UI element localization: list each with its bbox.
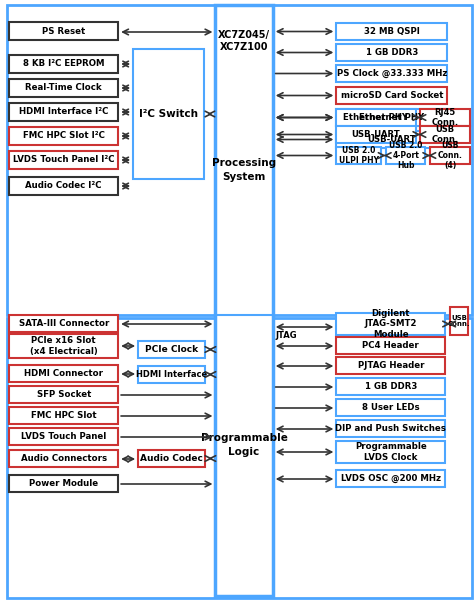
FancyBboxPatch shape — [9, 365, 118, 382]
FancyBboxPatch shape — [336, 126, 416, 143]
Text: Audio Codec I²C: Audio Codec I²C — [26, 181, 102, 191]
Text: PS Clock @33.333 MHz: PS Clock @33.333 MHz — [337, 69, 447, 78]
FancyBboxPatch shape — [9, 177, 118, 195]
FancyBboxPatch shape — [7, 5, 472, 315]
Text: XC7Z045/
XC7Z100: XC7Z045/ XC7Z100 — [218, 30, 270, 52]
FancyBboxPatch shape — [336, 131, 447, 148]
Text: HDMI Interface: HDMI Interface — [136, 370, 208, 379]
FancyBboxPatch shape — [336, 399, 445, 416]
Text: Ethernet PHY: Ethernet PHY — [343, 113, 408, 122]
Text: Digilent
JTAG-SMT2
Module: Digilent JTAG-SMT2 Module — [364, 309, 417, 339]
Text: Ethernet PHY: Ethernet PHY — [359, 113, 424, 122]
FancyBboxPatch shape — [420, 126, 470, 143]
FancyBboxPatch shape — [336, 109, 416, 126]
Text: Real-Time Clock: Real-Time Clock — [25, 83, 102, 92]
Text: SATA-III Connector: SATA-III Connector — [19, 319, 109, 328]
FancyBboxPatch shape — [430, 147, 470, 164]
Text: 8 KB I²C EEPROM: 8 KB I²C EEPROM — [23, 59, 104, 68]
FancyBboxPatch shape — [336, 147, 381, 164]
Text: USB
Conn.: USB Conn. — [432, 125, 459, 144]
Text: DIP and Push Switches: DIP and Push Switches — [335, 424, 446, 433]
Text: I²C Switch: I²C Switch — [139, 109, 198, 119]
Text: USB-UART: USB-UART — [367, 135, 416, 144]
FancyBboxPatch shape — [138, 341, 205, 358]
FancyBboxPatch shape — [9, 127, 118, 145]
Text: LVDS Touch Panel I²C: LVDS Touch Panel I²C — [13, 155, 114, 164]
FancyBboxPatch shape — [9, 386, 118, 403]
FancyBboxPatch shape — [336, 87, 447, 104]
Text: LVDS Touch Panel: LVDS Touch Panel — [21, 432, 106, 441]
FancyBboxPatch shape — [215, 5, 273, 596]
FancyBboxPatch shape — [138, 450, 205, 467]
FancyBboxPatch shape — [450, 307, 468, 335]
FancyBboxPatch shape — [336, 337, 445, 354]
FancyBboxPatch shape — [9, 428, 118, 445]
FancyBboxPatch shape — [138, 366, 205, 383]
Text: PC4 Header: PC4 Header — [362, 341, 419, 350]
FancyBboxPatch shape — [9, 407, 118, 424]
FancyBboxPatch shape — [133, 49, 204, 179]
Text: 1 GB DDR3: 1 GB DDR3 — [366, 48, 418, 57]
Text: SFP Socket: SFP Socket — [37, 390, 91, 399]
Text: USB-UART: USB-UART — [352, 130, 400, 139]
Text: Power Module: Power Module — [29, 479, 98, 488]
Text: 1 GB DDR3: 1 GB DDR3 — [365, 382, 417, 391]
FancyBboxPatch shape — [336, 441, 445, 463]
Text: LVDS OSC @200 MHz: LVDS OSC @200 MHz — [341, 474, 441, 483]
FancyBboxPatch shape — [9, 475, 118, 492]
FancyBboxPatch shape — [9, 103, 118, 121]
Text: PJTAG Header: PJTAG Header — [358, 361, 424, 370]
FancyBboxPatch shape — [9, 79, 118, 97]
FancyBboxPatch shape — [420, 109, 470, 126]
Text: HDMI Connector: HDMI Connector — [24, 369, 103, 378]
FancyBboxPatch shape — [336, 470, 445, 487]
Text: Processing
System: Processing System — [212, 158, 276, 182]
Text: microSD Card Socket: microSD Card Socket — [341, 91, 443, 100]
Text: PS Reset: PS Reset — [42, 26, 86, 35]
FancyBboxPatch shape — [336, 357, 445, 374]
Text: Programmable
Logic: Programmable Logic — [200, 433, 287, 457]
Text: 8 User LEDs: 8 User LEDs — [362, 403, 419, 412]
Text: FMC HPC Slot I²C: FMC HPC Slot I²C — [23, 131, 104, 140]
Text: Programmable
LVDS Clock: Programmable LVDS Clock — [355, 442, 427, 462]
FancyBboxPatch shape — [336, 378, 445, 395]
FancyBboxPatch shape — [336, 65, 447, 82]
FancyBboxPatch shape — [336, 109, 447, 126]
FancyBboxPatch shape — [386, 147, 426, 164]
FancyBboxPatch shape — [336, 420, 445, 437]
FancyBboxPatch shape — [7, 318, 472, 598]
Text: Audio Codec: Audio Codec — [140, 454, 203, 463]
Text: RJ45
Conn.: RJ45 Conn. — [432, 108, 459, 127]
Text: PCIe x16 Slot
(x4 Electrical): PCIe x16 Slot (x4 Electrical) — [30, 336, 97, 356]
Text: USB 2.0
ULPI PHY: USB 2.0 ULPI PHY — [339, 146, 379, 165]
Text: PCIe Clock: PCIe Clock — [145, 345, 198, 354]
Text: JTAG: JTAG — [276, 331, 297, 340]
FancyBboxPatch shape — [336, 313, 445, 335]
Text: 32 MB QSPI: 32 MB QSPI — [364, 27, 420, 36]
Text: HDMI Interface I²C: HDMI Interface I²C — [19, 107, 108, 116]
Text: USB
Conn.
(4): USB Conn. (4) — [438, 140, 463, 170]
Text: FMC HPC Slot: FMC HPC Slot — [31, 411, 96, 420]
Text: USB
Conn.: USB Conn. — [448, 314, 470, 328]
FancyBboxPatch shape — [336, 23, 447, 40]
FancyBboxPatch shape — [9, 334, 118, 358]
FancyBboxPatch shape — [9, 315, 118, 332]
FancyBboxPatch shape — [9, 450, 118, 467]
FancyBboxPatch shape — [9, 22, 118, 40]
FancyBboxPatch shape — [336, 44, 447, 61]
FancyBboxPatch shape — [9, 151, 118, 169]
Text: Audio Connectors: Audio Connectors — [20, 454, 107, 463]
FancyBboxPatch shape — [9, 55, 118, 73]
Text: USB 2.0
4-Port
Hub: USB 2.0 4-Port Hub — [389, 140, 422, 170]
